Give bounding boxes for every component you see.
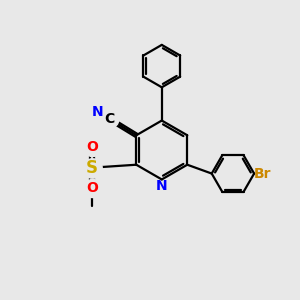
Text: S: S [86, 159, 98, 177]
Text: N: N [156, 179, 168, 193]
Text: O: O [86, 140, 98, 154]
Text: O: O [86, 181, 98, 195]
Text: C: C [105, 112, 115, 126]
Text: Br: Br [254, 167, 271, 181]
Text: N: N [92, 105, 104, 119]
